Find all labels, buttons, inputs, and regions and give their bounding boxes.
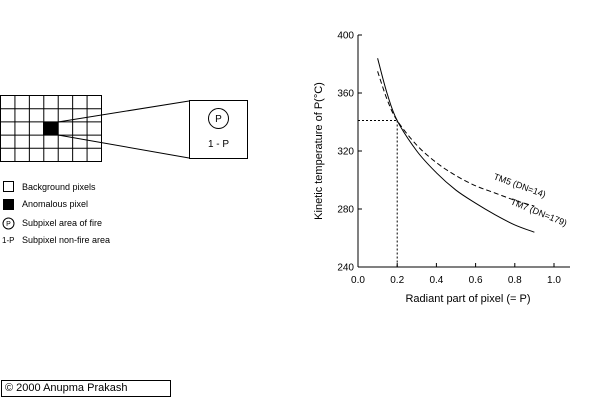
zoom-line-top	[57, 100, 190, 123]
legend: Background pixels Anomalous pixel P Subp…	[2, 181, 110, 245]
series-line-tm5	[377, 71, 535, 207]
y-axis-title: Kinetic temperature of P(°C)	[313, 82, 325, 220]
x-axis-ticks: 0.0 0.2 0.4 0.6 0.8 1.0	[351, 263, 561, 286]
x-tick-label: 0.0	[351, 275, 365, 286]
series-label-tm7: TM7 (DN=179)	[509, 197, 568, 229]
legend-label-anomalous: Anomalous pixel	[22, 199, 88, 209]
legend-swatch-background	[3, 181, 14, 192]
legend-symbol-subpixel-fire: P	[6, 221, 11, 228]
x-tick-label: 1.0	[547, 275, 561, 286]
legend-label-subpixel-nonfire: Subpixel non-fire area	[22, 235, 110, 245]
reference-lines	[358, 120, 398, 267]
x-tick-label: 0.2	[390, 275, 404, 286]
x-axis-title: Radiant part of pixel (= P)	[405, 293, 530, 305]
copyright-notice: © 2000 Anupma Prakash	[1, 380, 171, 397]
subpixel-fire-circle	[208, 108, 229, 129]
subpixel-fire-symbol: P	[215, 114, 222, 125]
series-line-tm7	[377, 58, 535, 233]
pixel-grid	[0, 95, 102, 162]
y-tick-label: 400	[337, 31, 354, 42]
subpixel-nonfire-label: 1 - P	[208, 139, 229, 150]
legend-symbol-subpixel-nonfire: 1-P	[2, 236, 14, 245]
x-tick-label: 0.8	[508, 275, 522, 286]
y-tick-label: 280	[337, 205, 354, 216]
anomalous-pixel	[43, 122, 58, 135]
x-tick-label: 0.4	[429, 275, 443, 286]
legend-swatch-anomalous	[3, 199, 14, 210]
zoom-line-bottom	[57, 134, 190, 159]
series-label-tm5: TM5 (DN=14)	[492, 171, 547, 199]
legend-swatch-subpixel-fire	[2, 217, 15, 230]
y-tick-label: 360	[337, 89, 354, 100]
y-tick-label: 240	[337, 263, 354, 274]
y-tick-label: 320	[337, 147, 354, 158]
y-axis-ticks: 240 280 320 360 400	[337, 31, 362, 274]
legend-label-subpixel-fire: Subpixel area of fire	[22, 218, 102, 228]
series-group	[377, 58, 535, 233]
temperature-chart: 240 280 320 360 400 0.0 0.2 0.4 0.6 0.8 1.0 TM5 (…	[313, 31, 570, 305]
legend-label-background: Background pixels	[22, 182, 96, 192]
x-tick-label: 0.6	[469, 275, 483, 286]
